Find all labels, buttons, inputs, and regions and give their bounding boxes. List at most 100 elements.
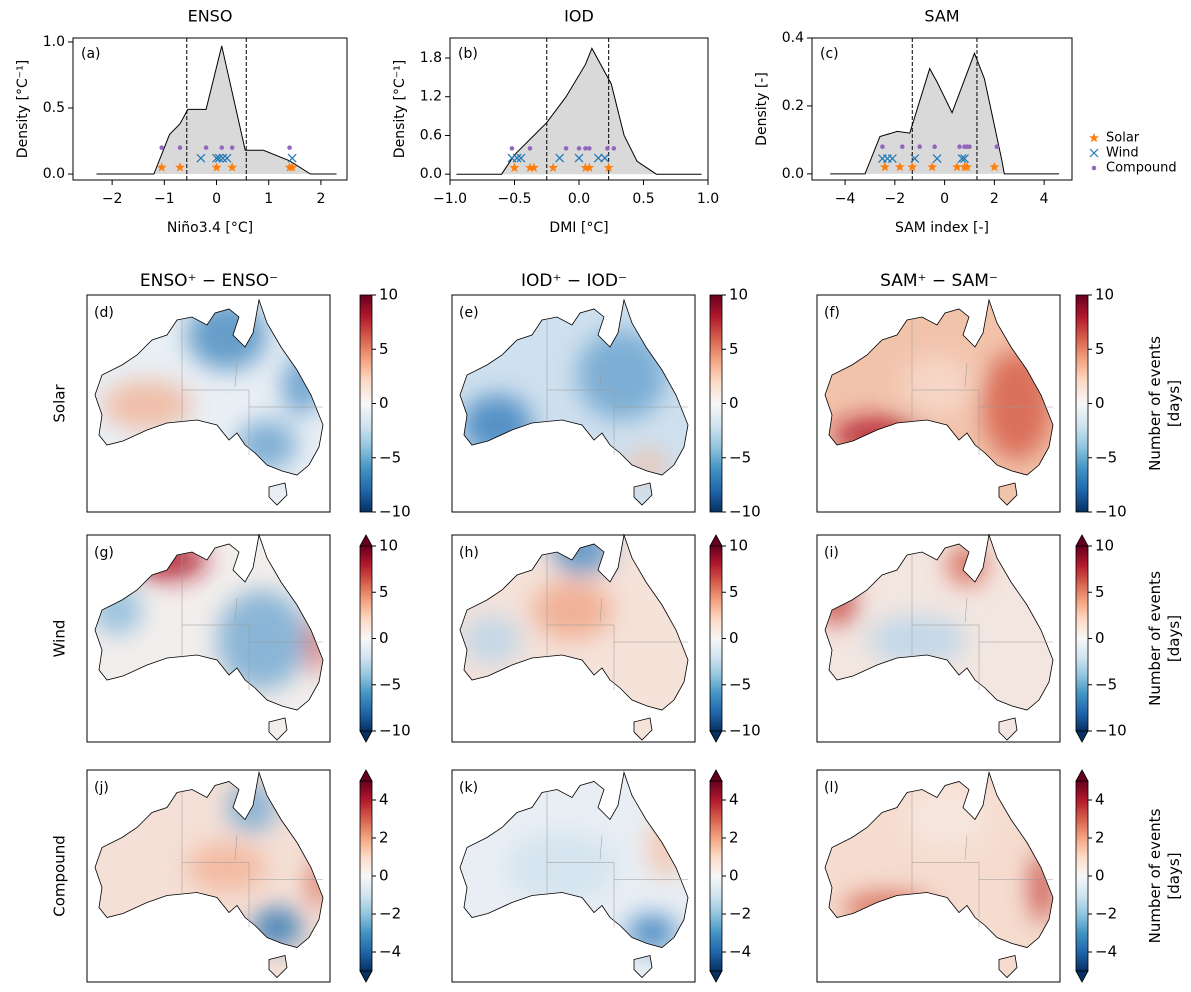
point — [880, 144, 885, 150]
point — [287, 153, 297, 163]
colorbar — [1075, 294, 1089, 513]
point — [212, 153, 221, 163]
colorbar-tick-label: −5 — [379, 448, 401, 466]
chart-title: ENSO — [188, 7, 233, 26]
point — [525, 162, 535, 172]
map-fill — [460, 300, 688, 505]
x-tick-label: 0 — [212, 191, 221, 207]
map-frame — [816, 769, 1061, 983]
colorbar-extend — [1075, 970, 1089, 983]
density-line — [830, 51, 1060, 175]
y-tick-label: 1.0 — [43, 34, 65, 50]
map-blob — [947, 545, 987, 585]
row-label: Wind — [51, 620, 69, 658]
panel-label: (k) — [459, 780, 478, 796]
point — [509, 162, 520, 172]
map-blob — [102, 380, 192, 430]
map-frame — [86, 294, 331, 513]
point — [587, 146, 592, 151]
colorbar — [359, 294, 373, 513]
map-blob — [907, 787, 987, 848]
point — [196, 153, 206, 163]
map-blob — [825, 585, 857, 625]
colorbar-tick-label: 10 — [379, 286, 398, 304]
point — [960, 154, 969, 164]
colorbar — [709, 545, 723, 732]
map-fill — [95, 535, 323, 740]
column-title: IOD⁺ − IOD⁻ — [521, 271, 627, 291]
point — [600, 153, 610, 163]
colorbar-tick-label: −4 — [729, 943, 751, 961]
point — [576, 146, 582, 151]
point — [218, 153, 228, 163]
point — [583, 146, 588, 151]
point — [516, 153, 526, 163]
point — [927, 161, 938, 172]
panel-label: (f) — [824, 305, 840, 321]
point — [203, 145, 209, 150]
density-area — [830, 53, 1060, 174]
colorbar-label: Number of events [days] — [1146, 571, 1183, 706]
point — [287, 162, 298, 172]
panel-label: (j) — [94, 780, 109, 796]
map-blob — [237, 420, 297, 470]
point — [932, 154, 942, 164]
colorbar-tick-label: 2 — [729, 829, 739, 847]
colorbar — [1075, 780, 1089, 972]
colorbar-tick-label: −10 — [729, 722, 761, 740]
point — [219, 145, 225, 150]
x-tick-label: −2 — [102, 191, 123, 207]
map — [824, 533, 1054, 741]
panel-label: (g) — [94, 545, 114, 561]
point — [952, 161, 962, 172]
state-borders — [546, 554, 688, 690]
point — [910, 154, 920, 164]
map-frame — [816, 534, 1061, 743]
x-tick-label: 2 — [316, 191, 325, 207]
state-borders — [546, 319, 688, 455]
colorbar-tick-label: −2 — [379, 905, 401, 923]
map-frame — [451, 294, 696, 513]
colorbar — [709, 780, 723, 972]
column-title: ENSO⁺ − ENSO⁻ — [140, 271, 278, 291]
colorbar-extend — [709, 769, 723, 782]
point — [894, 161, 905, 172]
point — [229, 145, 235, 150]
colorbar-extend — [359, 534, 373, 547]
legend-marker — [1091, 165, 1097, 171]
point — [957, 154, 967, 164]
colorbar-tick-label: 4 — [1095, 791, 1105, 809]
state-borders — [911, 554, 1053, 690]
colorbar-tick-label: 5 — [729, 340, 739, 358]
x-axis-label: SAM index [-] — [895, 220, 989, 236]
map-blob — [982, 350, 1052, 460]
colorbar-tick-label: −5 — [1095, 448, 1117, 466]
colorbar-extend — [1075, 730, 1089, 743]
point — [967, 144, 972, 150]
y-tick-label: 0.0 — [43, 166, 65, 182]
colorbar-tick-label: 4 — [729, 791, 739, 809]
point — [879, 161, 890, 172]
panel-label: (h) — [459, 545, 479, 561]
colorbar-extend — [359, 970, 373, 983]
point — [593, 153, 603, 163]
colorbar-tick-label: 4 — [379, 791, 389, 809]
x-axis-label: DMI [°C] — [549, 220, 608, 236]
map-blob — [577, 330, 667, 420]
panel-label: (i) — [824, 545, 839, 561]
map-blob — [187, 842, 267, 893]
colorbar-tick-label: 0 — [379, 867, 389, 885]
axes-frame — [72, 37, 348, 181]
map-blob — [842, 892, 932, 923]
legend-marker — [1089, 132, 1099, 143]
colorbar-tick-label: 0 — [729, 394, 739, 412]
state-borders — [911, 791, 1053, 928]
map-fill — [825, 535, 1053, 740]
point — [509, 146, 515, 151]
map-blob — [282, 355, 322, 415]
y-tick-label: 0.5 — [43, 100, 65, 116]
column-title: SAM⁺ − SAM⁻ — [880, 271, 998, 291]
colorbar-tick-label: 0 — [379, 629, 389, 647]
map-frame — [451, 769, 696, 983]
